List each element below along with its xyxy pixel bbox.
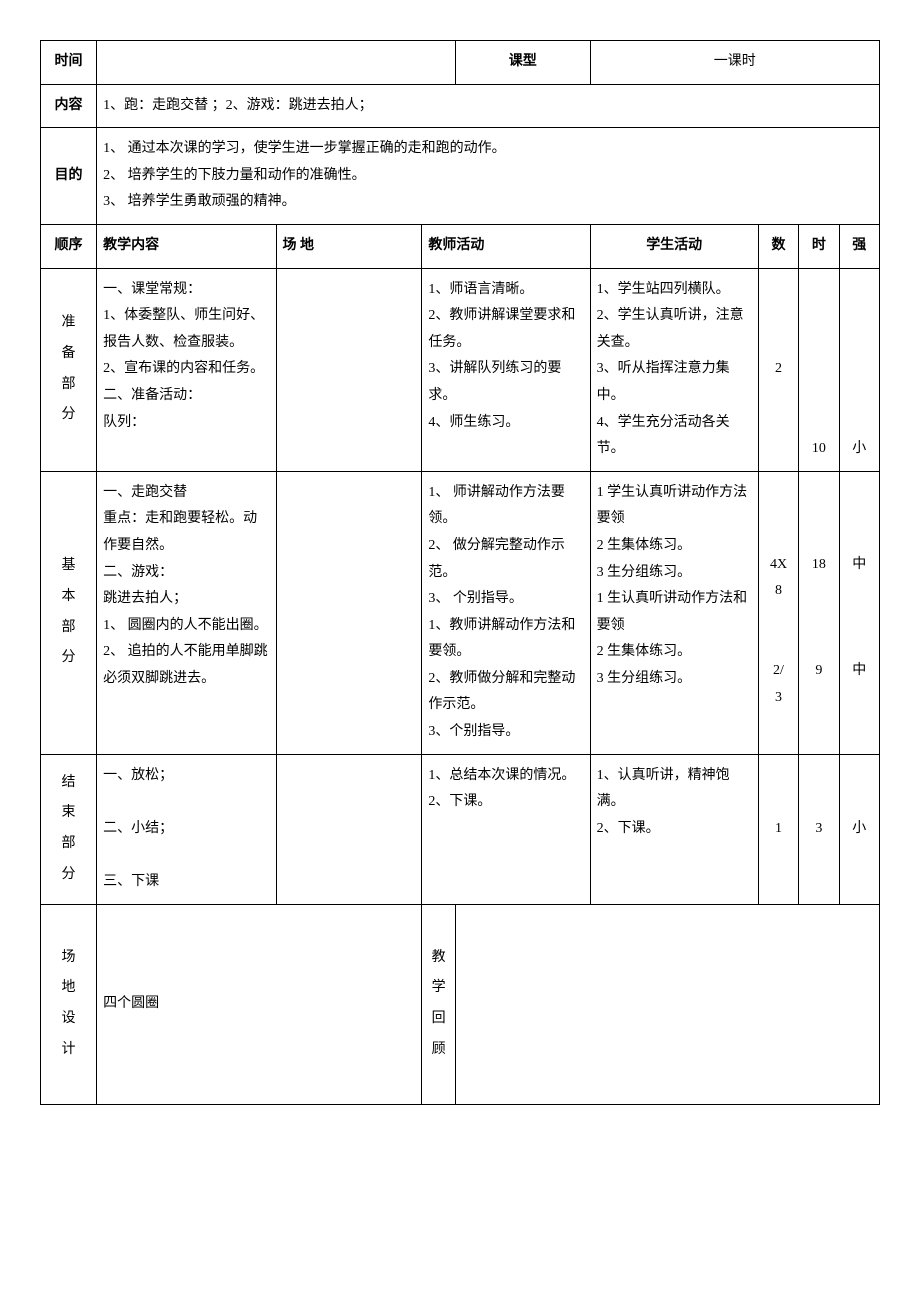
main-num: 4X 8 2/ 3: [758, 471, 798, 754]
lesson-plan-page: 时间 课型 一课时 内容 1、跑：走跑交替 ；2、游戏：跳进去拍人； 目的 1、…: [40, 40, 880, 1105]
label-review: 教 学 回 顾: [422, 904, 456, 1104]
col-field: 场 地: [276, 224, 422, 268]
row-footer: 场 地 设 计 四个圆圈 教 学 回 顾: [41, 904, 880, 1104]
end-field: [276, 754, 422, 904]
prepare-field: [276, 268, 422, 471]
lesson-plan-table: 时间 课型 一课时 内容 1、跑：走跑交替 ；2、游戏：跳进去拍人； 目的 1、…: [40, 40, 880, 1105]
col-num: 数: [758, 224, 798, 268]
value-purpose: 1、 通过本次课的学习，使学生进一步掌握正确的走和跑的动作。 2、 培养学生的下…: [97, 128, 880, 225]
prepare-intensity: 小: [839, 268, 879, 471]
prepare-teaching: 一、课堂常规： 1、体委整队、师生问好、报告人数、检查服装。 2、宣布课的内容和…: [97, 268, 276, 471]
row-purpose: 目的 1、 通过本次课的学习，使学生进一步掌握正确的走和跑的动作。 2、 培养学…: [41, 128, 880, 225]
value-field-design: 四个圆圈: [97, 904, 422, 1104]
col-order: 顺序: [41, 224, 97, 268]
prepare-teacher: 1、师语言清晰。 2、教师讲解课堂要求和任务。 3、讲解队列练习的要求。 4、师…: [422, 268, 590, 471]
label-content: 内容: [41, 84, 97, 128]
end-intensity: 小: [839, 754, 879, 904]
main-teacher: 1、 师讲解动作方法要领。 2、 做分解完整动作示范。 3、 个别指导。 1、教…: [422, 471, 590, 754]
row-time: 时间 课型 一课时: [41, 41, 880, 85]
end-num: 1: [758, 754, 798, 904]
prepare-time: 10: [799, 268, 839, 471]
row-column-headers: 顺序 教学内容 场 地 教师活动 学生活动 数 时 强: [41, 224, 880, 268]
col-student: 学生活动: [590, 224, 758, 268]
label-type: 课型: [455, 41, 590, 85]
main-time: 18 9: [799, 471, 839, 754]
prepare-num: 2: [758, 268, 798, 471]
label-purpose: 目的: [41, 128, 97, 225]
label-time: 时间: [41, 41, 97, 85]
value-time: [97, 41, 456, 85]
main-field: [276, 471, 422, 754]
col-intensity: 强: [839, 224, 879, 268]
row-main: 基 本 部 分 一、走跑交替 重点：走和跑要轻松。动作要自然。 二、游戏： 跳进…: [41, 471, 880, 754]
col-teacher: 教师活动: [422, 224, 590, 268]
end-teacher: 1、总结本次课的情况。 2、下课。: [422, 754, 590, 904]
end-time: 3: [799, 754, 839, 904]
end-student: 1、认真听讲，精神饱满。 2、下课。: [590, 754, 758, 904]
label-field-design: 场 地 设 计: [41, 904, 97, 1104]
value-type: 一课时: [590, 41, 879, 85]
label-prepare: 准 备 部 分: [41, 268, 97, 471]
value-content: 1、跑：走跑交替 ；2、游戏：跳进去拍人；: [97, 84, 880, 128]
label-main: 基 本 部 分: [41, 471, 97, 754]
prepare-student: 1、学生站四列横队。 2、学生认真听讲，注意关查。 3、听从指挥注意力集中。 4…: [590, 268, 758, 471]
row-end: 结 束 部 分 一、放松； 二、小结； 三、下课 1、总结本次课的情况。 2、下…: [41, 754, 880, 904]
row-prepare: 准 备 部 分 一、课堂常规： 1、体委整队、师生问好、报告人数、检查服装。 2…: [41, 268, 880, 471]
label-end: 结 束 部 分: [41, 754, 97, 904]
main-teaching: 一、走跑交替 重点：走和跑要轻松。动作要自然。 二、游戏： 跳进去拍人； 1、 …: [97, 471, 276, 754]
col-time: 时: [799, 224, 839, 268]
value-review: [455, 904, 879, 1104]
col-teaching: 教学内容: [97, 224, 276, 268]
row-content: 内容 1、跑：走跑交替 ；2、游戏：跳进去拍人；: [41, 84, 880, 128]
end-teaching: 一、放松； 二、小结； 三、下课: [97, 754, 276, 904]
main-intensity: 中 中: [839, 471, 879, 754]
main-student: 1 学生认真听讲动作方法要领 2 生集体练习。 3 生分组练习。 1 生认真听讲…: [590, 471, 758, 754]
